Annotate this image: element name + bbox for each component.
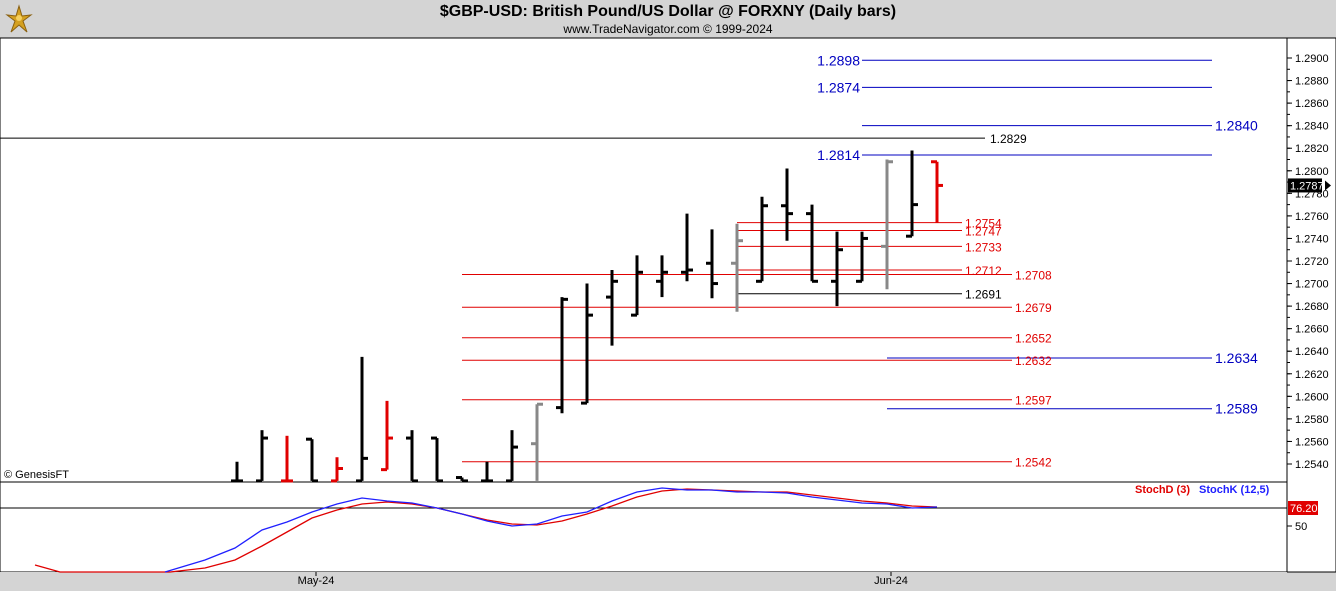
level-label-1-2874: 1.2874 [817, 79, 860, 95]
level-label-1-2708: 1.2708 [1015, 269, 1052, 283]
level-label-1-2898: 1.2898 [817, 52, 860, 68]
ohlc-bar [756, 196, 768, 283]
ohlc-bar [781, 168, 793, 241]
level-label-1-2634: 1.2634 [1215, 350, 1258, 366]
y-tick-label: 1.2720 [1295, 256, 1329, 268]
ohlc-bar [331, 457, 343, 483]
ohlc-bar [731, 223, 743, 312]
y-tick-label: 1.2660 [1295, 324, 1329, 336]
ohlc-bar [381, 400, 393, 472]
level-label-1-2754: 1.2754 [965, 217, 1002, 231]
level-label-1-2589: 1.2589 [1215, 401, 1258, 417]
ohlc-bar [681, 213, 693, 282]
ohlc-bar [656, 255, 668, 298]
y-tick-label: 1.2820 [1295, 143, 1329, 155]
ohlc-bar [556, 297, 568, 414]
ohlc-bar [281, 435, 293, 483]
level-label-1-2840: 1.2840 [1215, 118, 1258, 134]
current-price-tag [1288, 178, 1322, 193]
ohlc-bar [506, 430, 518, 483]
ohlc-bar [531, 402, 543, 481]
ohlc-bar [906, 150, 918, 238]
ohlc-bar [306, 437, 318, 483]
level-label-1-2747: 1.2747 [965, 225, 1002, 239]
ohlc-bar [231, 461, 243, 483]
y-tick-label: 1.2580 [1295, 414, 1329, 426]
chart-header: $GBP-USD: British Pound/US Dollar @ FORX… [0, 0, 1336, 38]
level-label-1-2814: 1.2814 [817, 147, 860, 163]
ohlc-bar [356, 356, 368, 483]
level-label-1-2829: 1.2829 [990, 132, 1027, 146]
level-label-1-2679: 1.2679 [1015, 301, 1052, 315]
stoch-value-label: 76.20 [1290, 503, 1318, 515]
ohlc-bar [881, 159, 893, 290]
y-tick-label: 1.2900 [1295, 53, 1329, 65]
y-tick-label: 1.2680 [1295, 301, 1329, 313]
stoch-value-tag [1288, 501, 1318, 515]
level-label-1-2597: 1.2597 [1015, 394, 1052, 408]
ohlc-bar [831, 231, 843, 307]
level-label-1-2712: 1.2712 [965, 264, 1002, 278]
stochd-line [34, 488, 938, 573]
y-axis-panel [1286, 37, 1336, 573]
y-tick-label: 1.2800 [1295, 166, 1329, 178]
y-tick-label: 1.2560 [1295, 436, 1329, 448]
legend-stochk: StochK (12,5) [1199, 484, 1270, 496]
stochk-line [164, 487, 938, 573]
ohlc-bar [931, 160, 943, 223]
logo-icon [3, 3, 35, 35]
y-tick-label: 1.2740 [1295, 233, 1329, 245]
y-tick-label: 1.2540 [1295, 459, 1329, 471]
chart-subtitle: www.TradeNavigator.com © 1999-2024 [563, 22, 773, 36]
level-label-1-2733: 1.2733 [965, 240, 1002, 254]
legend-stochd: StochD (3) [1135, 484, 1190, 496]
y-tick-label: 1.2880 [1295, 76, 1329, 88]
y-tick-label: 1.2860 [1295, 98, 1329, 110]
ohlc-bar [856, 231, 868, 283]
ohlc-bar [581, 283, 593, 405]
y-tick-label: 1.2600 [1295, 391, 1329, 403]
level-label-1-2652: 1.2652 [1015, 332, 1052, 346]
watermark: © GenesisFT [4, 469, 69, 481]
ohlc-bar [606, 270, 618, 346]
ohlc-bar [431, 436, 443, 483]
x-axis-panel [0, 572, 1287, 591]
y-tick-label: 1.2700 [1295, 279, 1329, 291]
ohlc-bar [256, 430, 268, 483]
y-tick-label: 1.2620 [1295, 369, 1329, 381]
ohlc-bar [806, 204, 818, 283]
x-tick-label: May-24 [298, 575, 335, 587]
level-label-1-2542: 1.2542 [1015, 456, 1052, 470]
ohlc-bar [631, 255, 643, 317]
level-label-1-2632: 1.2632 [1015, 354, 1052, 368]
y-tick-label: 1.2760 [1295, 211, 1329, 223]
ohlc-bar [706, 229, 718, 299]
x-tick-label: Jun-24 [874, 575, 908, 587]
current-price-label: 1.2787 [1290, 180, 1324, 192]
ohlc-bar [406, 430, 418, 483]
ohlc-bar [481, 461, 493, 483]
y-tick-label: 1.2840 [1295, 121, 1329, 133]
level-label-1-2691: 1.2691 [965, 288, 1002, 302]
ohlc-bar [456, 476, 468, 483]
stoch-tick-label: 50 [1295, 521, 1307, 533]
current-price-arrow [1325, 180, 1331, 191]
price-panel [0, 37, 1288, 483]
y-tick-label: 1.2640 [1295, 346, 1329, 358]
chart-title: $GBP-USD: British Pound/US Dollar @ FORX… [439, 3, 897, 20]
